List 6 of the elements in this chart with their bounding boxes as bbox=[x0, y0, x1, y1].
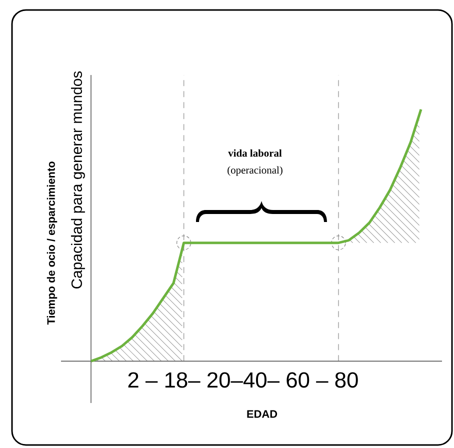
text: 2 – 18– 20–40– 60 – 80 bbox=[128, 372, 358, 388]
text: Capacidad para generar mundos bbox=[71, 71, 85, 288]
annotation: vida laboral bbox=[228, 149, 282, 157]
annotation: (operacional) bbox=[228, 166, 282, 176]
y-axis-title: Tiempo de ocio / esparcimiento bbox=[46, 162, 58, 325]
x-axis-title: EDAD bbox=[247, 410, 278, 418]
